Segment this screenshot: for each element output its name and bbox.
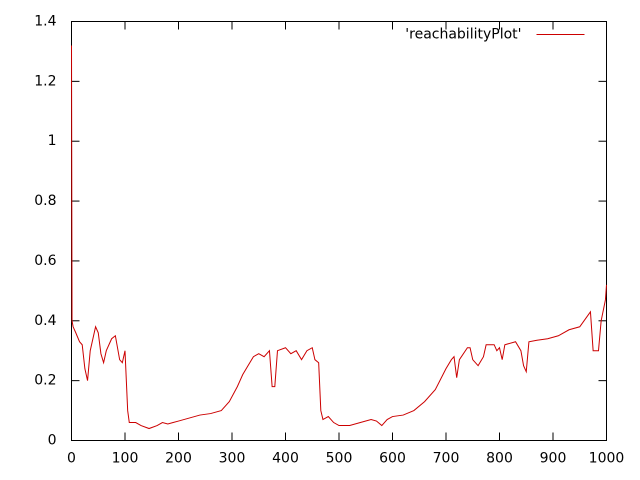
y-tick-label: 0.6	[34, 253, 56, 269]
data-line	[71, 45, 607, 430]
y-tick-label: 0.2	[34, 373, 56, 389]
y-tick-label: 1	[48, 133, 57, 149]
x-tick-label: 0	[67, 451, 76, 467]
y-tick-label: 1.4	[34, 14, 56, 30]
plot-frame	[71, 21, 607, 441]
legend-label: 'reachabilityPlot'	[405, 27, 521, 43]
x-tick-label: 400	[272, 451, 299, 467]
x-tick-label: 600	[379, 451, 406, 467]
x-tick-label: 800	[486, 451, 513, 467]
x-tick-label: 200	[165, 451, 192, 467]
y-tick-label: 0.8	[34, 193, 56, 209]
y-tick-label: 0	[48, 433, 57, 449]
x-tick-label: 100	[112, 451, 139, 467]
y-tick-label: 1.2	[34, 73, 56, 89]
x-tick-label: 900	[540, 451, 567, 467]
x-tick-label: 500	[326, 451, 353, 467]
x-tick-label: 300	[219, 451, 246, 467]
y-tick-label: 0.4	[34, 313, 56, 329]
x-tick-label: 1000	[589, 451, 625, 467]
x-tick-label: 700	[433, 451, 460, 467]
